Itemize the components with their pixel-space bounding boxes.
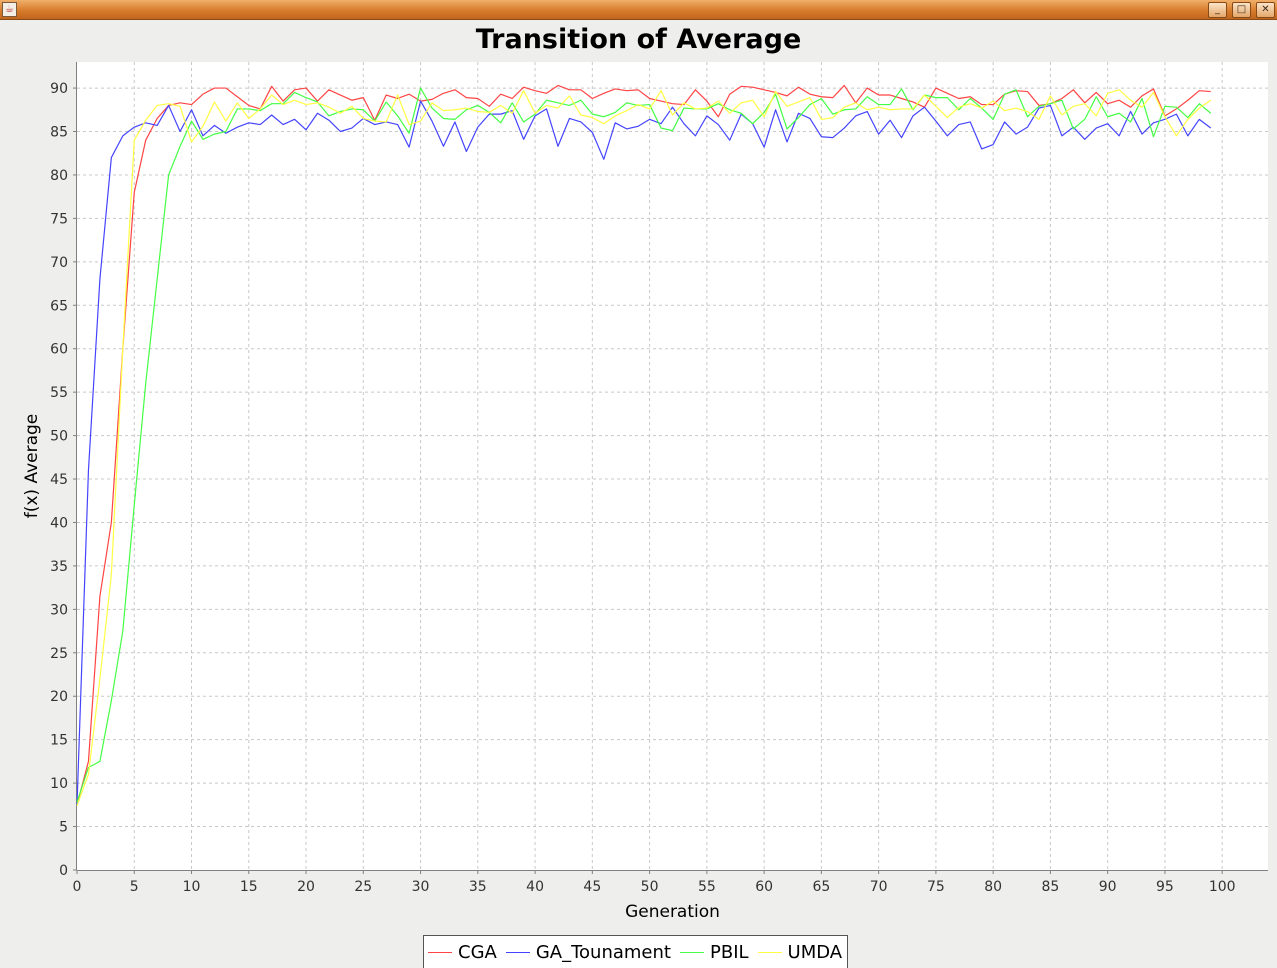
legend-label: CGA: [458, 941, 497, 963]
y-axis-label: f(x) Average: [22, 414, 42, 519]
x-tick-label: 60: [755, 879, 773, 895]
y-tick-label: 55: [50, 385, 68, 401]
y-tick-label: 70: [50, 255, 68, 271]
x-tick-label: 35: [469, 879, 487, 895]
y-tick-label: 80: [50, 168, 68, 184]
y-tick-label: 45: [50, 472, 68, 488]
plot-area: [77, 62, 1268, 870]
x-tick-label: 5: [130, 879, 139, 895]
x-tick-label: 40: [526, 879, 544, 895]
java-app-icon[interactable]: ☕: [2, 2, 17, 17]
y-tick-label: 10: [50, 776, 68, 792]
legend-label: PBIL: [709, 941, 749, 963]
legend-swatch: [505, 951, 530, 953]
window-titlebar[interactable]: ☕ _ □ ✕: [0, 0, 1277, 20]
y-tick-label: 40: [50, 515, 68, 531]
grid-lines: [77, 62, 1268, 870]
x-tick-label: 85: [1041, 879, 1059, 895]
x-tick-label: 70: [870, 879, 888, 895]
series-line-umda: [76, 89, 1212, 806]
close-button[interactable]: ✕: [1256, 2, 1275, 18]
y-tick-label: 15: [50, 733, 68, 749]
minimize-button[interactable]: _: [1208, 2, 1227, 18]
y-tick-label: 85: [50, 125, 68, 141]
x-tick-label: 80: [984, 879, 1002, 895]
series-line-ga-tounament: [76, 100, 1212, 805]
legend-label: UMDA: [787, 941, 843, 963]
series-line-pbil: [76, 87, 1212, 803]
x-tick-label: 100: [1209, 879, 1236, 895]
legend-item: UMDA: [757, 941, 843, 963]
x-tick-label: 95: [1156, 879, 1174, 895]
legend-label: GA_Tounament: [535, 941, 671, 963]
x-tick-label: 50: [641, 879, 659, 895]
x-tick-label: 75: [927, 879, 945, 895]
y-tick-label: 60: [50, 342, 68, 358]
x-tick-label: 20: [297, 879, 315, 895]
maximize-button[interactable]: □: [1232, 2, 1251, 18]
y-tick-label: 90: [50, 81, 68, 97]
chart-title: Transition of Average: [475, 24, 802, 55]
x-tick-label: 10: [183, 879, 201, 895]
series-line-cga: [76, 84, 1211, 805]
x-tick-label: 25: [354, 879, 372, 895]
y-tick-label: 5: [59, 820, 68, 836]
x-tick-label: 45: [583, 879, 601, 895]
x-tick-label: 65: [812, 879, 830, 895]
y-tick-label: 25: [50, 646, 68, 662]
x-tick-label: 55: [698, 879, 716, 895]
y-tick-label: 35: [50, 559, 68, 575]
series-lines: [76, 84, 1212, 806]
y-tick-label: 20: [50, 689, 68, 705]
x-tick-label: 0: [73, 879, 82, 895]
y-tick-label: 75: [50, 211, 68, 227]
legend-swatch: [679, 951, 704, 953]
x-tick-label: 15: [240, 879, 258, 895]
y-tick-label: 50: [50, 429, 68, 445]
chart-legend: CGA GA_Tounament PBIL UMDA: [423, 935, 849, 968]
y-tick-label: 30: [50, 602, 68, 618]
axes: 0 5 10 15 20 25 30 35 40 45 50 55 60 65 70 75 80 85 90 95 10…: [50, 62, 1268, 895]
x-tick-label: 30: [412, 879, 430, 895]
legend-item: CGA: [428, 942, 497, 963]
legend-item: PBIL: [679, 941, 749, 963]
legend-swatch: [757, 951, 782, 953]
y-tick-label: 65: [50, 298, 68, 314]
x-axis-label: Generation: [625, 902, 720, 922]
legend-item: GA_Tounament: [505, 941, 671, 963]
legend-swatch: [428, 951, 452, 953]
y-tick-label: 0: [59, 863, 68, 879]
x-tick-label: 90: [1099, 879, 1117, 895]
